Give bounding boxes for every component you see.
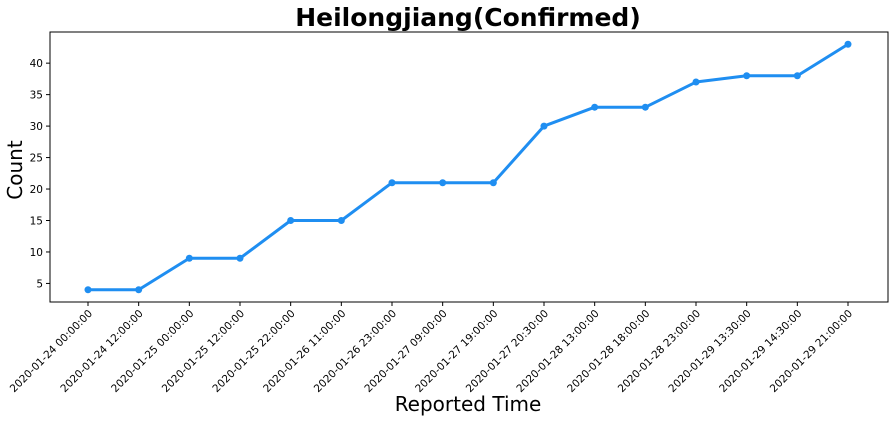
data-point: [185, 254, 193, 262]
y-tick-label: 20: [30, 184, 43, 196]
x-tick-label: 2020-01-25 00:00:00: [109, 308, 196, 395]
data-point: [489, 179, 497, 187]
data-point: [591, 103, 599, 111]
x-tick-label: 2020-01-24 00:00:00: [8, 308, 95, 395]
x-tick-label: 2020-01-25 12:00:00: [160, 308, 247, 395]
y-tick-label: 35: [30, 90, 43, 102]
y-tick-label: 10: [30, 247, 43, 259]
data-point: [439, 179, 447, 187]
x-tick-label: 2020-01-27 09:00:00: [362, 308, 449, 395]
data-point: [844, 40, 852, 48]
x-tick-label: 2020-01-28 23:00:00: [616, 308, 703, 395]
y-tick-label: 15: [30, 215, 43, 227]
x-tick-label: 2020-01-26 11:00:00: [261, 308, 348, 395]
y-axis-label: Count: [3, 140, 27, 200]
data-point: [540, 122, 548, 130]
x-axis-label: Reported Time: [395, 392, 542, 416]
chart-title: Heilongjiang(Confirmed): [295, 3, 641, 32]
data-point: [236, 254, 244, 262]
x-tick-label: 2020-01-24 12:00:00: [58, 308, 145, 395]
x-tick-label: 2020-01-28 13:00:00: [514, 308, 601, 395]
data-point: [793, 72, 801, 80]
data-points: [84, 40, 852, 294]
data-point: [337, 216, 345, 224]
plot-frame: [49, 31, 889, 303]
y-tick-label: 40: [30, 58, 43, 70]
data-point: [692, 78, 700, 86]
y-tick-label: 5: [36, 278, 43, 290]
y-tick-label: 25: [30, 153, 43, 165]
series-line: [86, 42, 850, 292]
x-tick-label: 2020-01-28 18:00:00: [565, 308, 652, 395]
data-point: [743, 72, 751, 80]
y-axis: 5 10 15 20 25 30 35 40: [30, 58, 50, 290]
data-point: [84, 286, 92, 294]
data-point: [287, 216, 295, 224]
x-tick-label: 2020-01-25 22:00:00: [210, 308, 297, 395]
x-tick-label: 2020-01-27 19:00:00: [413, 308, 500, 395]
x-tick-label: 2020-01-26 23:00:00: [312, 308, 399, 395]
x-tick-label: 2020-01-29 14:30:00: [717, 308, 804, 395]
data-point: [641, 103, 649, 111]
data-point: [388, 179, 396, 187]
x-tick-label: 2020-01-29 21:00:00: [768, 308, 855, 395]
x-tick-label: 2020-01-27 20:30:00: [464, 308, 551, 395]
data-point: [135, 286, 143, 294]
y-tick-label: 30: [30, 121, 43, 133]
x-tick-label: 2020-01-29 13:30:00: [666, 308, 753, 395]
